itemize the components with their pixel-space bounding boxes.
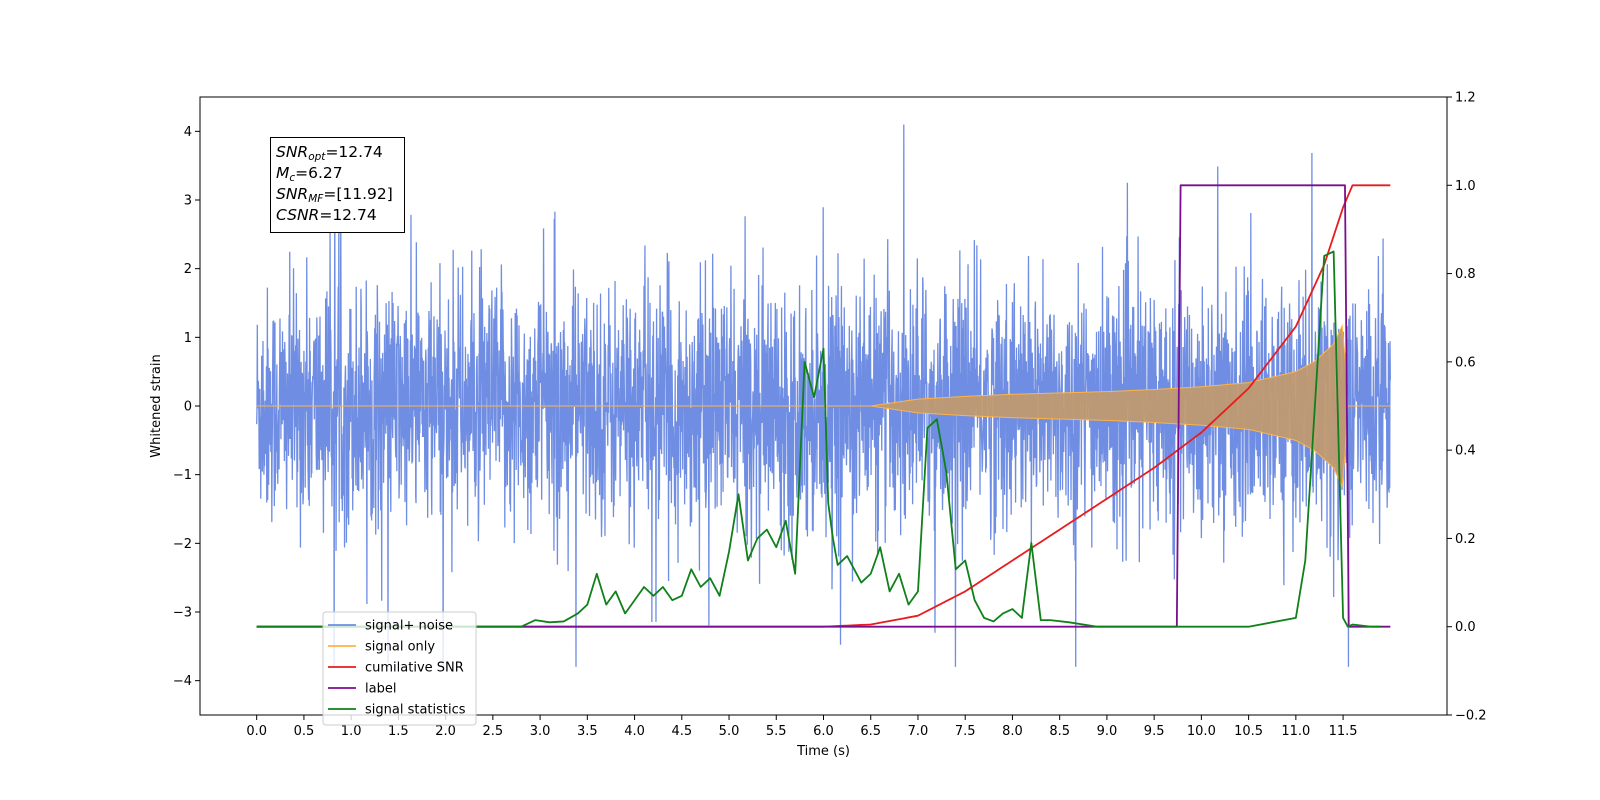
x-tick-label: 11.5 (1329, 724, 1358, 739)
x-tick-label: 8.0 (1002, 724, 1023, 739)
legend-box (322, 611, 477, 726)
x-axis-label: Time (s) (796, 744, 850, 759)
x-tick-label: 3.5 (577, 724, 598, 739)
x-tick-label: 0.5 (294, 724, 315, 739)
legend-label: signal statistics (365, 703, 466, 718)
y2-tick-label: 0.6 (1455, 355, 1476, 370)
x-tick-label: 3.0 (530, 724, 551, 739)
x-tick-label: 1.5 (388, 724, 409, 739)
y2-tick-label: 1.2 (1455, 91, 1476, 106)
legend-label: signal+ noise (365, 619, 453, 634)
x-axis: 0.0 0.5 1.0 1.5 2.0 2.5 3.0 3.5 4.0 4.5 5.0 5.5 6.0 6… (246, 715, 1358, 739)
x-tick-label: 10.0 (1187, 724, 1216, 739)
y-tick-label: −4 (173, 674, 192, 689)
x-tick-label: 8.5 (1049, 724, 1070, 739)
y-tick-label: 2 (184, 262, 192, 277)
x-tick-label: 5.5 (766, 724, 787, 739)
x-tick-label: 6.0 (813, 724, 834, 739)
x-tick-label: 1.0 (341, 724, 362, 739)
y-tick-label: 0 (184, 400, 192, 415)
x-tick-label: 7.5 (955, 724, 976, 739)
series-signal-only (256, 323, 1391, 489)
x-tick-label: 7.0 (908, 724, 929, 739)
legend: signal+ noise signal only cumilative SNR la… (322, 611, 477, 726)
y2-tick-label: 0.4 (1455, 444, 1476, 459)
x-tick-label: 4.0 (624, 724, 645, 739)
y2-tick-label: 1.0 (1455, 179, 1476, 194)
x-tick-label: 9.5 (1144, 724, 1165, 739)
annotation-line-csnr: CSNR=12.74 (276, 206, 377, 224)
y-tick-label: 4 (184, 125, 192, 140)
series-label (256, 184, 1391, 628)
y2-tick-label: −0.2 (1455, 709, 1487, 724)
y-tick-label: 1 (184, 331, 192, 346)
annotation-line-snr-opt: SNRopt=12.74 (276, 143, 383, 163)
y-axis-right: 1.2 1.0 0.8 0.6 0.4 0.2 0.0 −0.2 (1447, 91, 1487, 724)
y-axis-label: Whitened strain (149, 354, 164, 457)
x-tick-label: 6.5 (860, 724, 881, 739)
y-axis-left: 4 3 2 1 0 −1 −2 −3 −4 (173, 125, 200, 689)
legend-label: label (365, 682, 396, 697)
y-tick-label: −2 (173, 537, 192, 552)
x-tick-label: 5.0 (719, 724, 740, 739)
x-tick-label: 0.0 (246, 724, 267, 739)
annotation-line-snr-mf: SNRMF=[11.92] (276, 185, 393, 205)
x-tick-label: 2.5 (483, 724, 504, 739)
legend-label: signal only (365, 640, 435, 655)
y-tick-label: 3 (184, 194, 192, 209)
y2-tick-label: 0.8 (1455, 267, 1476, 282)
annotation-line-mc: Mc=6.27 (276, 164, 343, 184)
annotation-box: SNRopt=12.74 Mc=6.27 SNRMF=[11.92] CSNR=… (270, 137, 405, 233)
y-tick-label: −1 (173, 468, 192, 483)
series-signal-noise (256, 124, 1391, 667)
x-tick-label: 9.0 (1097, 724, 1118, 739)
x-tick-label: 10.5 (1234, 724, 1263, 739)
series-signal-statistics (256, 250, 1381, 628)
x-tick-label: 11.0 (1281, 724, 1310, 739)
x-tick-label: 2.0 (435, 724, 456, 739)
y2-tick-label: 0.2 (1455, 532, 1476, 547)
x-tick-label: 4.5 (671, 724, 692, 739)
y2-tick-label: 0.0 (1455, 620, 1476, 635)
legend-label: cumilative SNR (365, 661, 464, 676)
y-tick-label: −3 (173, 606, 192, 621)
series-layer (256, 124, 1391, 667)
